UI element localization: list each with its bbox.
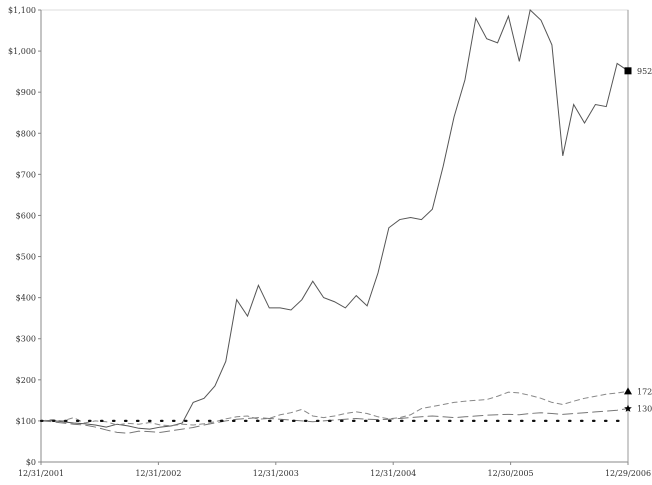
y-tick-label: $500 — [16, 253, 36, 262]
end-value-label: 172 — [637, 387, 652, 396]
tick-labels: $0 $100 $200 $300 $400 $500 $600 $700 $800 $900 $1… — [8, 6, 652, 478]
series-line-dashed — [40, 390, 629, 427]
x-tick-label: 12/31/2003 — [253, 469, 299, 478]
y-tick-label: $400 — [16, 294, 36, 303]
end-value-label: 130 — [637, 405, 652, 414]
series-line-solid — [40, 9, 629, 430]
axes — [38, 9, 629, 465]
x-tick-label: 12/30/2005 — [488, 469, 534, 478]
x-tick-label: 12/29/2006 — [605, 469, 651, 478]
y-tick-label: $1,000 — [8, 47, 36, 56]
x-tick-label: 12/31/2004 — [370, 469, 416, 478]
end-marker-star — [624, 404, 632, 412]
y-tick-label: $200 — [16, 376, 36, 385]
y-tick-label: $1,100 — [8, 6, 36, 15]
y-tick-label: $100 — [16, 417, 36, 426]
x-tick-label: 12/31/2001 — [18, 469, 64, 478]
end-marker-square — [624, 67, 632, 75]
y-tick-label: $800 — [16, 129, 36, 138]
y-tick-label: $300 — [16, 335, 36, 344]
end-value-label: 952 — [637, 67, 652, 76]
y-tick-label: $700 — [16, 170, 36, 179]
plot-frame — [40, 9, 629, 463]
x-tick-label: 12/31/2002 — [135, 469, 181, 478]
series-group — [39, 9, 632, 434]
y-tick-label: $900 — [16, 88, 36, 97]
series-line-long-dash — [40, 408, 629, 434]
y-tick-label: $600 — [16, 211, 36, 220]
end-marker-triangle — [624, 387, 632, 395]
y-tick-label: $0 — [26, 458, 36, 467]
